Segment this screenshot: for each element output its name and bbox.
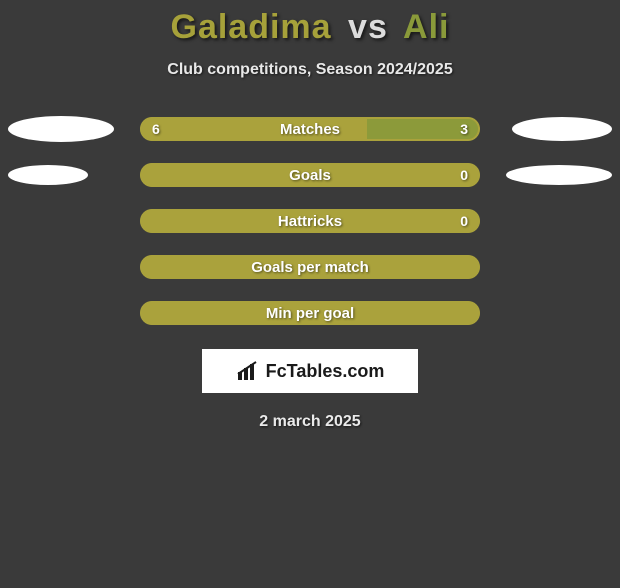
stat-bar: Min per goal <box>140 301 480 325</box>
stat-bar: 0Hattricks <box>140 209 480 233</box>
logo-prefix: Fc <box>266 361 287 381</box>
player1-name: Galadima <box>171 8 332 46</box>
logo-main: Tables <box>287 361 343 381</box>
stat-row: Goals per match <box>0 255 620 279</box>
stat-row: 63Matches <box>0 117 620 141</box>
bar-segment-left <box>140 117 367 141</box>
logo-suffix: .com <box>342 361 384 381</box>
bar-chart-icon <box>236 360 260 382</box>
bar-segment-left <box>140 163 480 187</box>
player1-oval <box>8 165 88 185</box>
bar-segment-right <box>367 117 480 141</box>
player1-oval <box>8 116 114 142</box>
fctables-logo: FcTables.com <box>202 349 418 393</box>
bar-segment-left <box>140 301 480 325</box>
vs-text: vs <box>348 8 388 46</box>
stat-bar: 63Matches <box>140 117 480 141</box>
comparison-title: Galadima vs Ali <box>0 8 620 47</box>
footer-date: 2 march 2025 <box>0 413 620 431</box>
stat-row: 0Hattricks <box>0 209 620 233</box>
subtitle-text: Club competitions, Season 2024/2025 <box>0 61 620 79</box>
stat-row: Min per goal <box>0 301 620 325</box>
stat-row: 0Goals <box>0 163 620 187</box>
player2-oval <box>506 165 612 185</box>
logo-text: FcTables.com <box>266 361 385 382</box>
player2-oval <box>512 117 612 141</box>
bar-segment-left <box>140 255 480 279</box>
bar-segment-left <box>140 209 480 233</box>
stat-bar: 0Goals <box>140 163 480 187</box>
stats-rows: 63Matches 0Goals 0Hattricks Goals per match… <box>0 117 620 325</box>
player2-name: Ali <box>403 8 449 46</box>
stat-bar: Goals per match <box>140 255 480 279</box>
